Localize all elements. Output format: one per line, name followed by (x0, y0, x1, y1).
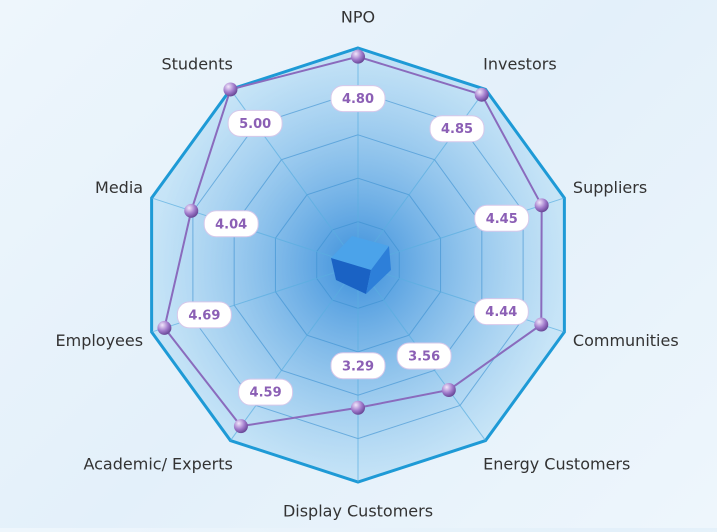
cube-face (331, 236, 389, 270)
data-point (351, 400, 365, 415)
data-point (351, 49, 365, 64)
value-pill (203, 210, 259, 238)
axis-spoke (357, 264, 565, 333)
data-point (474, 87, 489, 102)
axis-label: Media (95, 178, 143, 197)
value-label: 4.44 (485, 305, 517, 320)
axis-label: Communities (573, 331, 679, 350)
axis-label: Suppliers (573, 178, 647, 197)
axis-label: Investors (483, 55, 556, 74)
axis-label: Employees (56, 331, 144, 350)
data-point (534, 317, 549, 332)
value-pill (238, 378, 294, 406)
data-point (157, 320, 172, 335)
axis-label: Students (161, 55, 232, 74)
data-point (223, 82, 238, 97)
value-pill (429, 115, 485, 143)
data-point (233, 419, 248, 434)
value-label: 5.00 (239, 117, 271, 132)
value-pill (176, 301, 232, 329)
value-pill (330, 352, 386, 380)
value-label: 4.04 (215, 217, 247, 232)
axis-spoke (230, 264, 359, 441)
value-pill (474, 204, 530, 232)
data-point (184, 203, 199, 218)
cube-face (366, 246, 391, 294)
value-label: 4.85 (441, 122, 473, 137)
axis-spoke (357, 197, 565, 266)
value-label: 3.56 (408, 350, 440, 365)
value-label: 4.80 (342, 92, 374, 107)
value-label: 3.29 (342, 359, 374, 374)
value-pill (227, 109, 283, 137)
cube-face (331, 258, 371, 294)
axis-label: Academic/ Experts (83, 454, 232, 473)
value-pill (473, 298, 529, 326)
value-label: 4.59 (250, 386, 282, 401)
axis-label: NPO (341, 8, 375, 27)
value-label: 4.45 (486, 212, 518, 227)
axis-label: Energy Customers (483, 454, 630, 473)
value-pill (396, 342, 452, 370)
center-cube (331, 236, 391, 294)
axis-label: Display Customers (283, 502, 433, 521)
data-point (534, 198, 549, 213)
value-label: 4.69 (188, 308, 220, 323)
data-point (441, 382, 456, 397)
value-pill (330, 85, 386, 113)
